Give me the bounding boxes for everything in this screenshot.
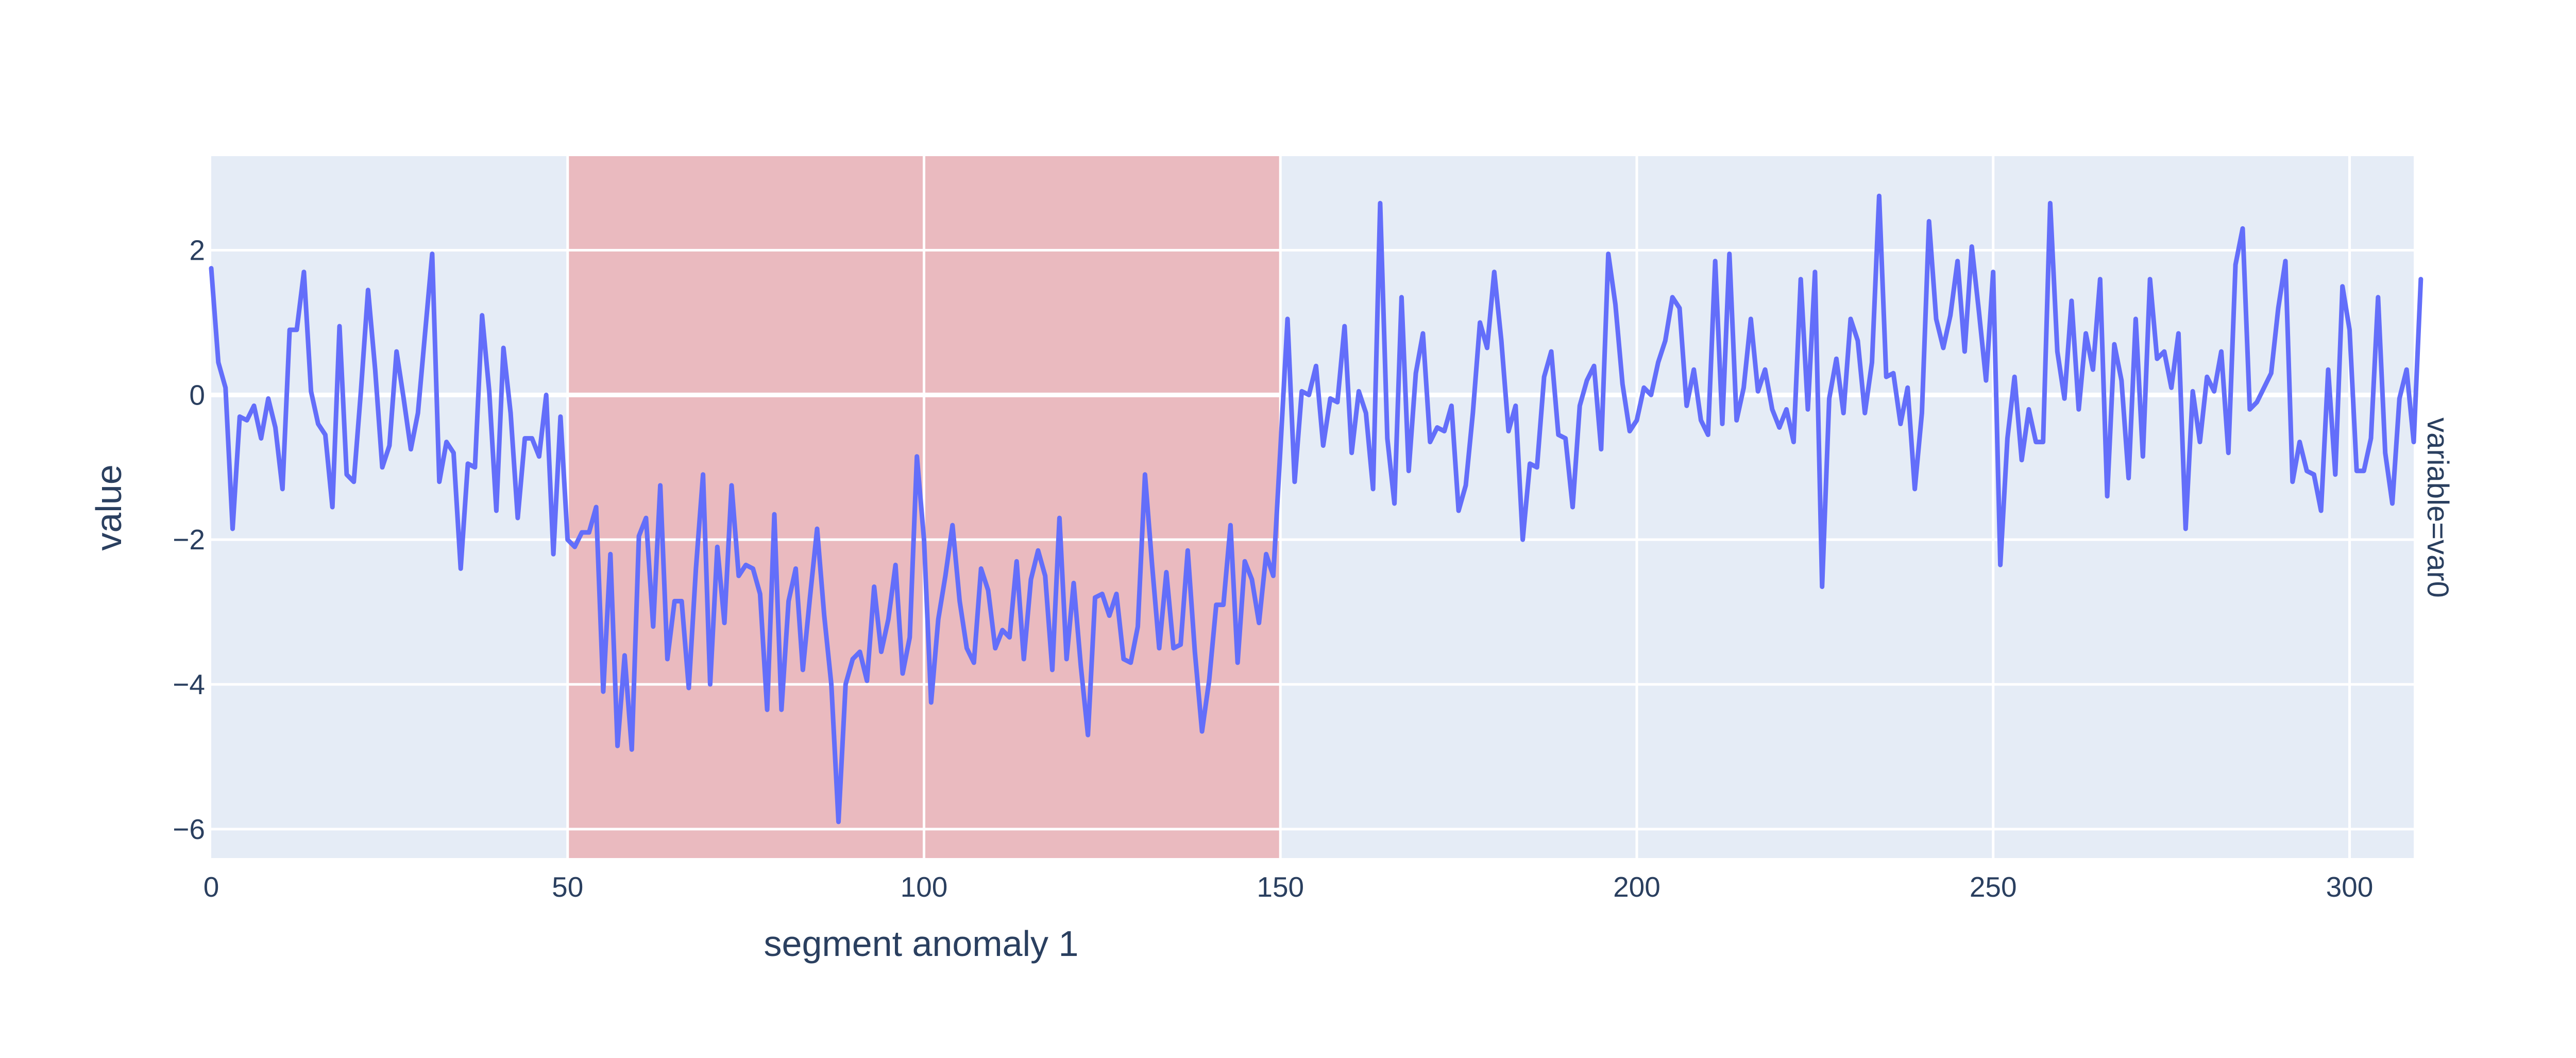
x-tick-label: 150 [1257, 871, 1304, 903]
series-line [209, 193, 2424, 825]
x-tick-labels: 0 50 100 150 200 250 300 [204, 871, 2374, 903]
y-tick-label: 2 [189, 234, 205, 266]
x-tick-label: 100 [901, 871, 948, 903]
x-tick-label: 0 [204, 871, 219, 903]
y-tick-labels: −6 −4 −2 0 2 [173, 234, 205, 845]
line-layer [209, 193, 2424, 825]
facet-label: variable=var0 [2421, 417, 2454, 598]
y-tick-label: 0 [189, 379, 205, 411]
plot-background [211, 156, 2414, 858]
x-axis-title: segment anomaly 1 [764, 923, 1079, 964]
x-tick-label: 300 [2326, 871, 2374, 903]
y-tick-label: −4 [173, 668, 205, 700]
x-tick-label: 200 [1613, 871, 1660, 903]
x-tick-label: 50 [552, 871, 583, 903]
y-tick-label: −6 [173, 813, 205, 845]
y-axis-title: value [89, 464, 129, 550]
y-tick-label: −2 [173, 524, 205, 556]
x-tick-label: 250 [1970, 871, 2017, 903]
